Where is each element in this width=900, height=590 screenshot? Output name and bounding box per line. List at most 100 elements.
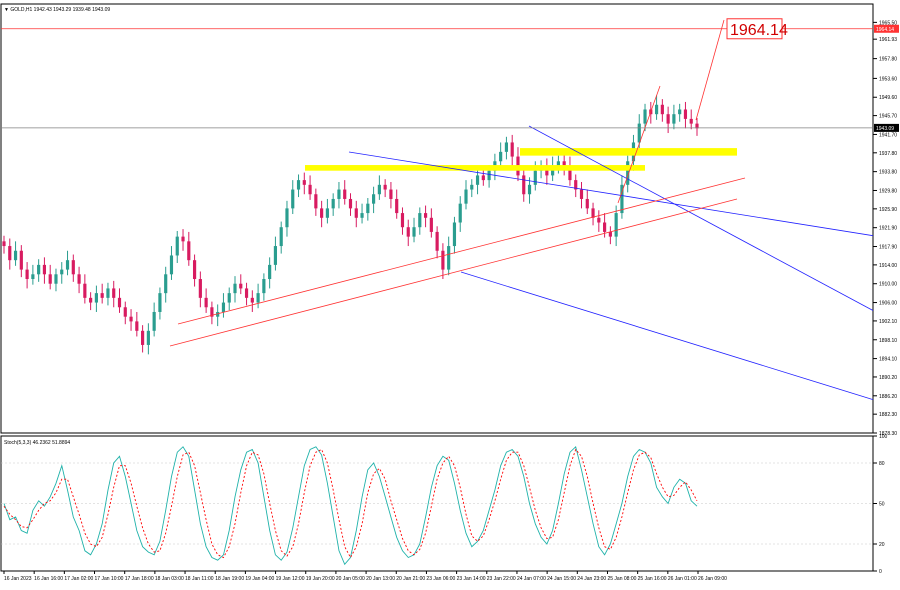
candle-body[interactable] (112, 288, 116, 298)
candle-body[interactable] (608, 231, 612, 237)
candle-body[interactable] (296, 180, 301, 190)
price-pane[interactable]: 1965.50 1961.93 1957.80 1953.60 1949.60 1945.… (0, 3, 899, 437)
candle-body[interactable] (574, 180, 578, 190)
candle-body[interactable] (504, 142, 509, 152)
candle-body[interactable] (695, 123, 699, 129)
candle-body[interactable] (510, 142, 514, 157)
candle-body[interactable] (48, 274, 52, 284)
target-line[interactable] (695, 19, 725, 121)
blue-channel-line[interactable] (528, 125, 874, 311)
candle-body[interactable] (117, 297, 122, 308)
candle-body[interactable] (643, 109, 647, 124)
candle-body[interactable] (470, 184, 474, 190)
candle-body[interactable] (360, 213, 364, 218)
candle-body[interactable] (452, 222, 457, 247)
candle-body[interactable] (291, 189, 295, 209)
candle-body[interactable] (654, 104, 659, 115)
candle-body[interactable] (227, 293, 231, 303)
candle-body[interactable] (2, 241, 6, 247)
blue-channel-line[interactable] (348, 151, 874, 237)
candle-body[interactable] (377, 184, 381, 195)
candle-body[interactable] (94, 293, 98, 303)
candle-body[interactable] (325, 208, 329, 218)
support-zone-lower[interactable] (305, 165, 645, 171)
candle-body[interactable] (556, 161, 560, 166)
candle-body[interactable] (273, 246, 278, 265)
candle-body[interactable] (603, 222, 607, 232)
candle-body[interactable] (591, 208, 595, 218)
candle-body[interactable] (152, 311, 156, 331)
candle-body[interactable] (343, 189, 347, 199)
candle-body[interactable] (164, 274, 168, 294)
candle-body[interactable] (25, 269, 29, 280)
candle-body[interactable] (244, 288, 249, 298)
candle-body[interactable] (13, 250, 18, 261)
candle-body[interactable] (31, 274, 35, 280)
candle-body[interactable] (527, 184, 532, 195)
candle-body[interactable] (412, 227, 416, 237)
candle-body[interactable] (71, 260, 75, 275)
candle-body[interactable] (216, 311, 220, 317)
candle-body[interactable] (314, 194, 318, 209)
candle-body[interactable] (585, 198, 589, 209)
candle-body[interactable] (672, 114, 676, 124)
stoch-pane[interactable]: 100 80 50 20 0 Stoch(5,3,3) 46.2362 51.8894 (0, 434, 888, 575)
candle-body[interactable] (146, 330, 150, 345)
candle-body[interactable] (141, 330, 145, 345)
candle-body[interactable] (239, 283, 243, 289)
candle-body[interactable] (533, 170, 537, 185)
candle-body[interactable] (626, 161, 630, 185)
candle-body[interactable] (123, 307, 127, 317)
candle-body[interactable] (37, 264, 41, 275)
candle-body[interactable] (181, 236, 185, 242)
candle-body[interactable] (187, 241, 191, 261)
stoch-main-line[interactable] (3, 445, 698, 566)
candle-body[interactable] (135, 321, 139, 331)
candle-body[interactable] (192, 260, 197, 280)
candle-body[interactable] (256, 293, 260, 303)
candle-body[interactable] (54, 274, 58, 284)
candle-body[interactable] (285, 208, 289, 228)
candle-body[interactable] (198, 279, 202, 298)
red-channel-upper[interactable] (177, 177, 746, 325)
candle-body[interactable] (487, 170, 491, 181)
candle-body[interactable] (268, 264, 272, 280)
candle-body[interactable] (383, 184, 387, 190)
candle-body[interactable] (435, 231, 439, 251)
candle-body[interactable] (372, 194, 376, 204)
candle-body[interactable] (429, 217, 433, 232)
candle-body[interactable] (77, 274, 81, 284)
candle-body[interactable] (406, 227, 410, 237)
candle-body[interactable] (458, 203, 462, 223)
candle-body[interactable] (562, 161, 566, 166)
candle-body[interactable] (42, 264, 47, 275)
candle-body[interactable] (100, 293, 104, 298)
candle-body[interactable] (279, 227, 283, 247)
candle-body[interactable] (262, 279, 266, 294)
candle-body[interactable] (568, 165, 572, 181)
candle-body[interactable] (597, 217, 601, 223)
candle-body[interactable] (620, 184, 624, 214)
candle-body[interactable] (481, 175, 485, 181)
candle-body[interactable] (366, 203, 370, 214)
candle-body[interactable] (221, 302, 226, 312)
candle-body[interactable] (522, 175, 526, 195)
candle-body[interactable] (389, 189, 393, 199)
candle-body[interactable] (233, 283, 237, 294)
candle-body[interactable] (65, 260, 70, 270)
support-zone-upper[interactable] (520, 148, 737, 156)
candle-body[interactable] (204, 297, 208, 308)
candle-body[interactable] (210, 307, 214, 317)
candle-body[interactable] (683, 109, 688, 119)
candle-body[interactable] (89, 297, 93, 303)
candle-body[interactable] (637, 123, 641, 143)
candle-body[interactable] (8, 246, 12, 261)
candle-body[interactable] (423, 213, 428, 218)
candle-body[interactable] (175, 236, 179, 256)
candle-body[interactable] (60, 269, 64, 275)
candle-body[interactable] (579, 189, 584, 199)
blue-channel-line[interactable] (460, 271, 874, 401)
candle-body[interactable] (447, 246, 451, 270)
candle-body[interactable] (83, 283, 87, 298)
candle-body[interactable] (418, 213, 422, 228)
